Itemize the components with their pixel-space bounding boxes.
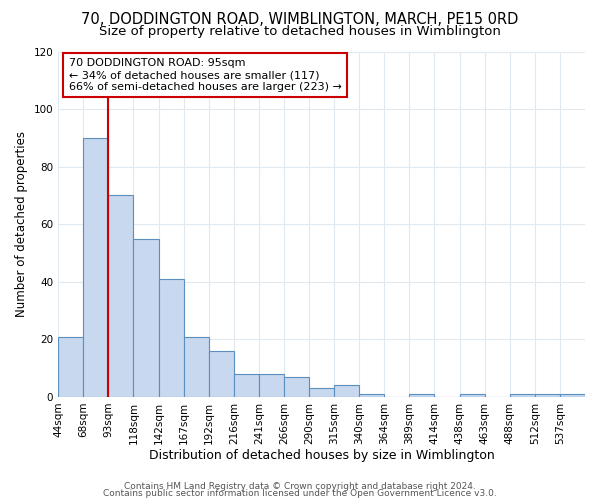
- Bar: [184, 336, 209, 397]
- Bar: [83, 138, 109, 397]
- Bar: [234, 374, 259, 397]
- Bar: [309, 388, 334, 397]
- Bar: [109, 196, 133, 397]
- Bar: [158, 279, 184, 397]
- Bar: [334, 386, 359, 397]
- Text: 70 DODDINGTON ROAD: 95sqm
← 34% of detached houses are smaller (117)
66% of semi: 70 DODDINGTON ROAD: 95sqm ← 34% of detac…: [69, 58, 341, 92]
- Bar: [560, 394, 585, 397]
- Bar: [535, 394, 560, 397]
- X-axis label: Distribution of detached houses by size in Wimblington: Distribution of detached houses by size …: [149, 450, 494, 462]
- Bar: [359, 394, 385, 397]
- Bar: [58, 336, 83, 397]
- Text: Contains HM Land Registry data © Crown copyright and database right 2024.: Contains HM Land Registry data © Crown c…: [124, 482, 476, 491]
- Bar: [209, 351, 234, 397]
- Text: Contains public sector information licensed under the Open Government Licence v3: Contains public sector information licen…: [103, 490, 497, 498]
- Text: 70, DODDINGTON ROAD, WIMBLINGTON, MARCH, PE15 0RD: 70, DODDINGTON ROAD, WIMBLINGTON, MARCH,…: [82, 12, 518, 28]
- Bar: [259, 374, 284, 397]
- Y-axis label: Number of detached properties: Number of detached properties: [15, 131, 28, 317]
- Bar: [409, 394, 434, 397]
- Text: Size of property relative to detached houses in Wimblington: Size of property relative to detached ho…: [99, 25, 501, 38]
- Bar: [284, 377, 309, 397]
- Bar: [133, 238, 158, 397]
- Bar: [460, 394, 485, 397]
- Bar: [510, 394, 535, 397]
